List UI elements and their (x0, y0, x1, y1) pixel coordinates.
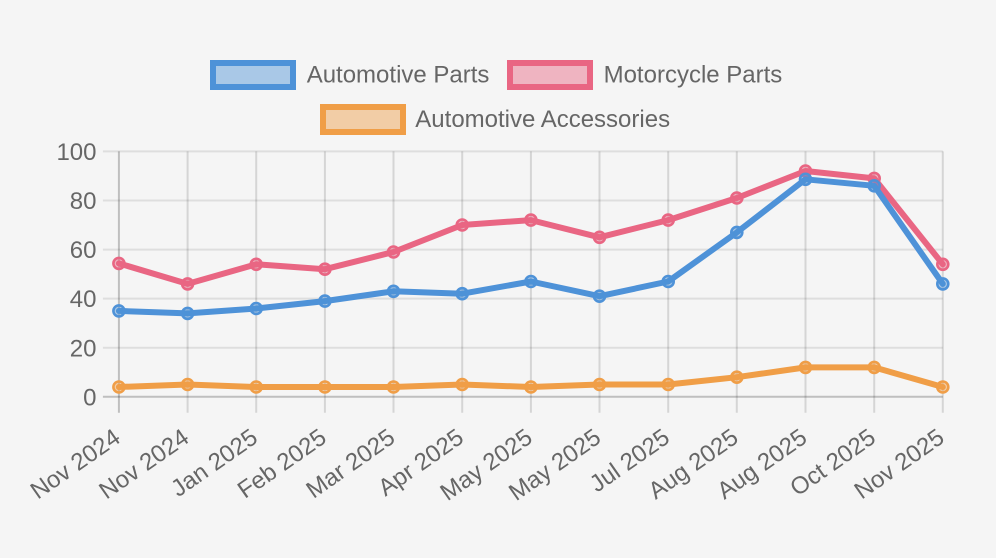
svg-text:40: 40 (70, 286, 97, 313)
svg-text:100: 100 (56, 139, 96, 166)
svg-text:Automotive Parts: Automotive Parts (307, 62, 490, 89)
svg-text:60: 60 (70, 237, 97, 264)
svg-text:80: 80 (70, 188, 97, 215)
svg-text:0: 0 (83, 384, 96, 411)
svg-text:20: 20 (70, 335, 97, 362)
svg-text:Motorcycle Parts: Motorcycle Parts (604, 62, 783, 89)
svg-text:Automotive Accessories: Automotive Accessories (415, 106, 670, 133)
